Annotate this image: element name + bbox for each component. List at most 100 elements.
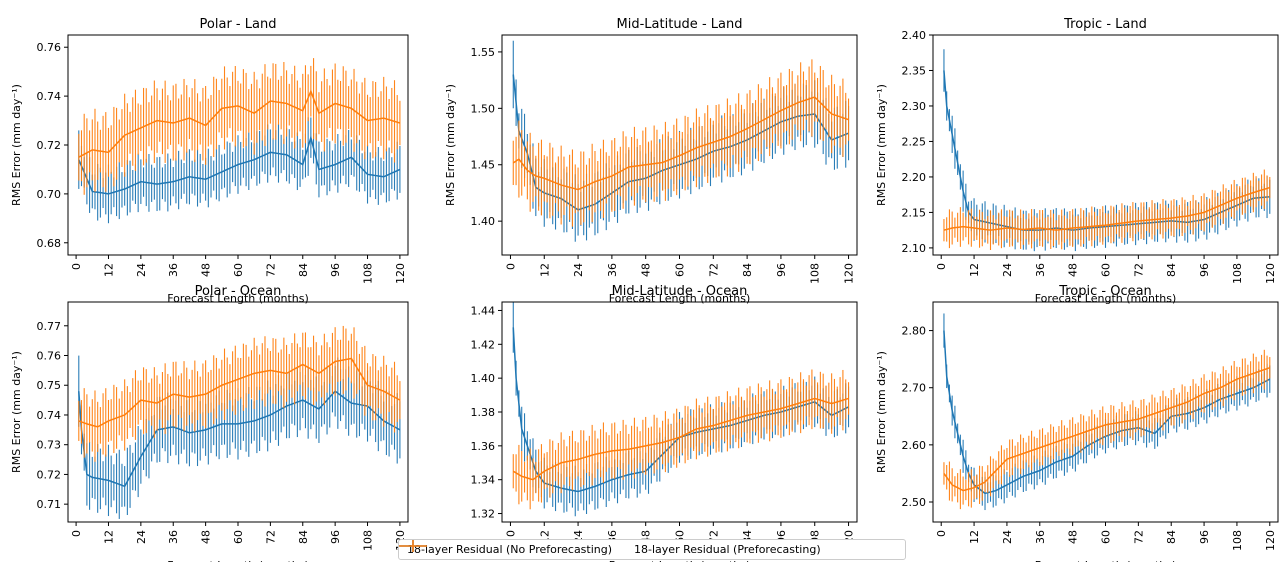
x-tick-label: 120 <box>1264 263 1277 284</box>
subplot-3: Tropic - Land 2.10 2.15 2.20 2.25 2.30 2.35 2.4… <box>875 17 1279 305</box>
x-tick-label: 72 <box>707 263 720 277</box>
x-tick-label: 60 <box>1100 530 1113 544</box>
x-tick-label: 84 <box>297 530 310 544</box>
x-tick-label: 36 <box>1034 530 1047 544</box>
x-tick-label: 72 <box>264 263 277 277</box>
x-axis-label: Forecast Length (months) <box>167 559 309 562</box>
x-tick-label: 0 <box>70 530 83 537</box>
x-axis-label: Forecast Length (months) <box>1035 559 1177 562</box>
series-preforecasting <box>78 325 401 462</box>
x-tick-label: 24 <box>1001 530 1014 544</box>
y-tick-label: 0.75 <box>37 379 62 392</box>
x-tick-label: 108 <box>1231 263 1244 284</box>
y-tick-label: 1.40 <box>471 372 496 385</box>
x-tick-label: 36 <box>1034 263 1047 277</box>
series-line <box>512 397 849 481</box>
y-axis-label: RMS Error (mm day⁻¹) <box>875 351 888 473</box>
subplot-4: Polar - Ocean 0.71 0.72 0.73 0.74 0.75 0.76 0.7… <box>10 284 409 562</box>
x-tick-label: 0 <box>935 530 948 537</box>
x-tick-label: 84 <box>297 263 310 277</box>
subplot-title: Polar - Land <box>200 17 277 32</box>
series-line <box>512 96 849 191</box>
data-layer <box>78 58 401 224</box>
x-tick-label: 96 <box>775 263 788 277</box>
x-tick-label: 96 <box>329 530 342 544</box>
x-tick-label: 24 <box>135 530 148 544</box>
data-layer <box>512 302 850 517</box>
y-tick-label: 1.32 <box>471 508 496 521</box>
y-tick-label: 2.15 <box>902 206 927 219</box>
x-tick-label: 60 <box>232 530 245 544</box>
y-tick-label: 2.40 <box>902 29 927 42</box>
x-tick-label: 108 <box>809 263 822 284</box>
x-tick-label: 120 <box>1264 530 1277 551</box>
y-tick-label: 0.74 <box>37 90 62 103</box>
x-tick-label: 36 <box>167 530 180 544</box>
x-tick-label: 12 <box>968 263 981 277</box>
y-tick-label: 0.72 <box>37 139 62 152</box>
x-tick-label: 0 <box>504 263 517 270</box>
y-tick-label: 1.34 <box>471 474 496 487</box>
y-tick-label: 2.25 <box>902 135 927 148</box>
x-tick-label: 72 <box>1132 530 1145 544</box>
y-tick-label: 2.35 <box>902 64 927 77</box>
x-tick-label: 96 <box>1198 530 1211 544</box>
x-tick-label: 96 <box>329 263 342 277</box>
x-tick-label: 0 <box>70 263 83 270</box>
y-tick-label: 0.74 <box>37 409 62 422</box>
y-tick-label: 0.70 <box>37 188 62 201</box>
x-tick-label: 72 <box>264 530 277 544</box>
y-tick-label: 2.20 <box>902 171 927 184</box>
x-tick-label: 0 <box>935 263 948 270</box>
y-axis-label: RMS Error (mm day⁻¹) <box>10 351 23 473</box>
series-line <box>78 134 401 195</box>
series-preforecasting <box>943 349 1271 510</box>
series-line <box>78 89 401 158</box>
subplot-title: Mid-Latitude - Land <box>617 17 743 32</box>
y-tick-label: 1.38 <box>471 406 496 419</box>
x-tick-label: 24 <box>572 263 585 277</box>
x-tick-label: 24 <box>1001 263 1014 277</box>
y-tick-label: 2.50 <box>902 496 927 509</box>
x-tick-label: 24 <box>135 263 148 277</box>
series-line <box>943 367 1271 492</box>
x-tick-label: 120 <box>843 263 856 284</box>
series-preforecasting <box>78 58 401 195</box>
x-tick-label: 12 <box>538 263 551 277</box>
legend-label-no-preforecasting: 18-layer Residual (No Preforecasting) <box>407 543 613 556</box>
data-layer <box>943 313 1271 511</box>
legend-key-orange <box>399 540 427 552</box>
y-tick-label: 0.72 <box>37 468 62 481</box>
subplot-title: Tropic - Land <box>1063 17 1147 32</box>
x-tick-label: 84 <box>741 263 754 277</box>
series-line <box>78 390 401 488</box>
x-tick-label: 0 <box>504 530 517 537</box>
x-tick-label: 12 <box>968 530 981 544</box>
series-preforecasting <box>512 59 850 227</box>
x-tick-label: 60 <box>674 263 687 277</box>
x-tick-label: 60 <box>232 263 245 277</box>
series-line <box>78 357 401 428</box>
y-axis-label: RMS Error (mm day⁻¹) <box>444 84 457 206</box>
y-axis-label: RMS Error (mm day⁻¹) <box>875 84 888 206</box>
x-tick-label: 36 <box>167 263 180 277</box>
subplot-title: Tropic - Ocean <box>1058 284 1152 299</box>
legend-item-preforecasting: 18-layer Residual (Preforecasting) <box>399 540 821 556</box>
subplot-title: Polar - Ocean <box>195 284 282 299</box>
x-axis-label: Forecast Length (months) <box>609 559 751 562</box>
y-tick-label: 0.71 <box>37 498 62 511</box>
y-tick-label: 2.60 <box>902 439 927 452</box>
x-tick-label: 108 <box>362 530 375 551</box>
data-layer <box>512 40 850 242</box>
x-tick-label: 12 <box>102 263 115 277</box>
subplot-title: Mid-Latitude - Ocean <box>612 284 748 299</box>
y-tick-label: 2.30 <box>902 100 927 113</box>
subplot-5: Mid-Latitude - Ocean 1.32 1.34 1.36 1.38 1.40… <box>471 284 858 562</box>
series-no-preforecasting <box>78 117 401 224</box>
legend: 18-layer Residual (No Preforecasting) 18… <box>398 539 906 560</box>
y-axis-label: RMS Error (mm day⁻¹) <box>10 84 23 206</box>
x-tick-label: 48 <box>1067 530 1080 544</box>
y-tick-label: 1.50 <box>471 102 496 115</box>
y-tick-label: 2.70 <box>902 382 927 395</box>
